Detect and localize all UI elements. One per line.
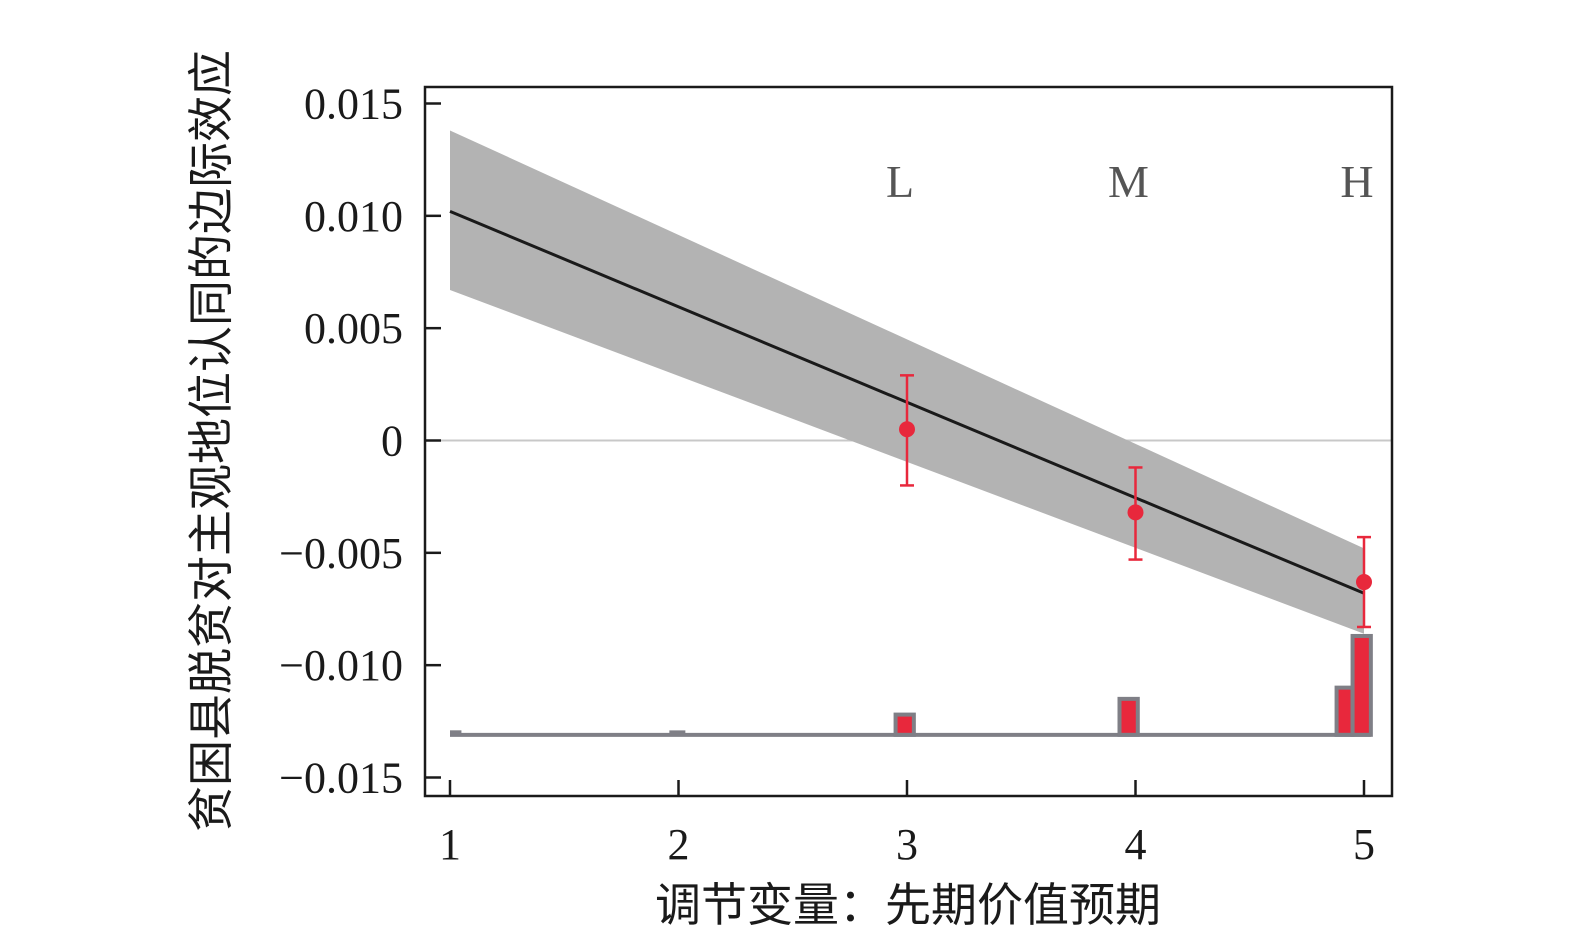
y-tick-label-5: −0.005 <box>279 529 403 578</box>
group-label-m: M <box>1108 156 1149 207</box>
histogram-bar-3 <box>1334 685 1355 737</box>
y-tick-label-3: 0.005 <box>304 304 403 353</box>
y-tick-label-7: −0.015 <box>279 754 403 803</box>
x-tick-label-1: 1 <box>439 820 461 869</box>
group-label-l: L <box>886 156 914 207</box>
histogram-bar-4 <box>1350 633 1373 737</box>
x-tick-label-2: 2 <box>668 820 690 869</box>
group-label-h: H <box>1340 156 1373 207</box>
x-tick-label-3: 3 <box>896 820 918 869</box>
point-estimate-m <box>1127 504 1144 521</box>
y-tick-label-2: 0.010 <box>304 192 403 241</box>
point-estimate-l <box>899 421 915 438</box>
y-axis-title: 贫困县脱贫对主观地位认同的边际效应 <box>184 50 238 832</box>
histogram-bar-2 <box>1117 696 1140 737</box>
y-tick-label-4: 0 <box>381 417 403 466</box>
x-axis-title: 调节变量：先期价值预期 <box>655 878 1161 932</box>
axes-layer: 0.015 0.010 0.005 0 −0.005 −0.010 −0.015 1 2 3 4 5 <box>279 79 1375 869</box>
point-estimate-h <box>1356 574 1372 591</box>
x-tick-label-5: 5 <box>1353 820 1375 869</box>
y-tick-label-1: 0.015 <box>304 79 403 128</box>
x-tick-label-4: 4 <box>1125 820 1147 869</box>
histogram-bar-1 <box>893 712 916 737</box>
y-tick-label-6: −0.010 <box>279 641 403 690</box>
